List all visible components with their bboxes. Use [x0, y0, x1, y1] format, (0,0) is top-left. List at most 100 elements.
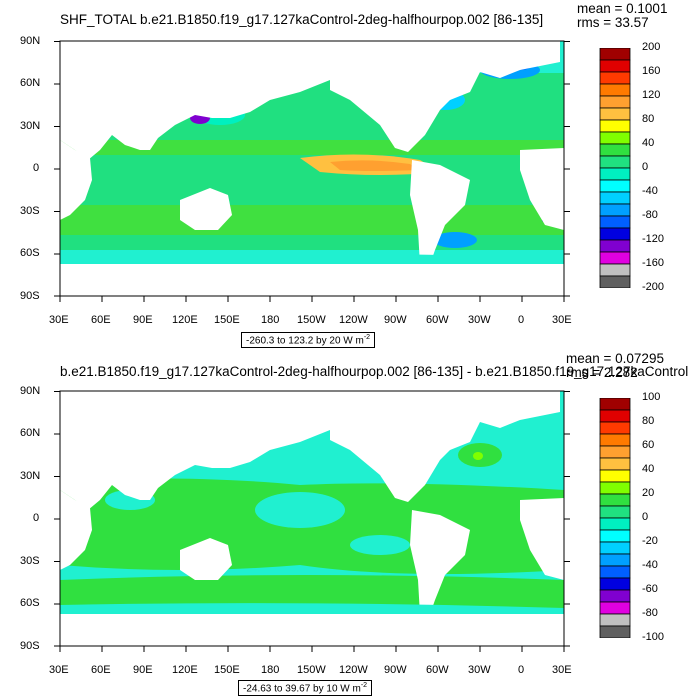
colorbar-label: 40	[642, 463, 655, 475]
panel1-lon-label: 30W	[468, 314, 491, 326]
colorbar-swatch	[599, 493, 631, 507]
colorbar-swatch	[599, 577, 631, 591]
colorbar-swatch	[599, 481, 631, 495]
panel2-lon-label: 30E	[552, 664, 572, 676]
panel2-lon-label: 150W	[297, 664, 326, 676]
panel2-lon-label: 120W	[339, 664, 368, 676]
panel2-map	[54, 390, 570, 652]
colorbar-swatch	[599, 613, 631, 627]
panel1-colorbar	[599, 48, 631, 288]
colorbar-swatch	[599, 541, 631, 555]
panel2-lon-label: 0	[518, 664, 525, 676]
land-s-america	[410, 160, 470, 270]
panel2-lat-label: 30S	[20, 555, 40, 567]
colorbar-swatch	[599, 263, 631, 277]
colorbar-swatch	[599, 469, 631, 483]
colorbar-swatch	[599, 119, 631, 133]
colorbar-label: -120	[642, 233, 665, 245]
colorbar-label: -40	[642, 559, 658, 571]
colorbar-label: -20	[642, 535, 658, 547]
panel1-lon-label: 90W	[384, 314, 407, 326]
colorbar-swatch	[599, 421, 631, 435]
panel2-lon-label: 60W	[426, 664, 449, 676]
colorbar-label: 80	[642, 415, 655, 427]
panel2-lat-label: 60S	[20, 597, 40, 609]
colorbar-swatch	[599, 398, 631, 411]
panel2-lon-label: 30W	[468, 664, 491, 676]
colorbar-swatch	[599, 409, 631, 423]
land-africa-right	[520, 148, 564, 230]
land-antarctica	[60, 262, 564, 296]
colorbar-swatch	[599, 227, 631, 241]
panel1-lat-label: 90N	[20, 35, 41, 47]
panel2-lon-label: 90W	[384, 664, 407, 676]
panel2-lat-label: 60N	[20, 427, 41, 439]
colorbar-label: 20	[642, 487, 655, 499]
colorbar-label: -200	[642, 281, 665, 293]
colorbar-label: 160	[642, 65, 661, 77]
colorbar-swatch	[599, 83, 631, 97]
colorbar-swatch	[599, 131, 631, 145]
colorbar-swatch	[599, 95, 631, 109]
colorbar-label: -80	[642, 607, 658, 619]
panel1-lat-label: 30N	[20, 120, 41, 132]
panel1-map	[54, 40, 570, 302]
panel2-range-box: -24.63 to 39.67 by 10 W m-2	[238, 680, 373, 697]
land-n-america	[330, 60, 470, 152]
panel2-lon-label: 60E	[91, 664, 111, 676]
panel1-rms: rms = 33.57	[577, 15, 649, 30]
panel1-lon-label: 90E	[133, 314, 153, 326]
panel1-lon-label: 120E	[172, 314, 198, 326]
panel2-range-exp: -2	[360, 682, 368, 689]
panel1-range-text: -260.3 to 123.2 by 20 W m	[246, 335, 364, 347]
colorbar-label: 0	[642, 511, 649, 523]
panel2-lon-label: 90E	[133, 664, 153, 676]
colorbar-label: -40	[642, 185, 658, 197]
colorbar-label: 80	[642, 113, 655, 125]
panel2-lat-label: 0	[33, 512, 40, 524]
panel1-lat-label: 30S	[20, 205, 40, 217]
colorbar-swatch	[599, 48, 631, 61]
panel2-mean: mean = 0.07295	[566, 351, 664, 366]
panel2-lon-label: 30E	[49, 664, 69, 676]
panel1-lat-label: 60N	[20, 77, 41, 89]
panel1-lon-label: 30E	[552, 314, 572, 326]
panel2-colorbar	[599, 398, 631, 638]
colorbar-swatch	[599, 179, 631, 193]
colorbar-swatch	[599, 565, 631, 579]
colorbar-swatch	[599, 59, 631, 73]
panel1-lon-label: 60W	[426, 314, 449, 326]
colorbar-swatch	[599, 203, 631, 217]
colorbar-label: -60	[642, 583, 658, 595]
panel1-lon-label: 150E	[214, 314, 240, 326]
panel2-lon-label: 180	[261, 664, 280, 676]
colorbar-swatch	[599, 71, 631, 85]
panel2-title: b.e21.B1850.f19_g17.127kaControl-2deg-ha…	[60, 364, 689, 379]
colorbar-label: 120	[642, 89, 661, 101]
panel1-lat-label: 60S	[20, 247, 40, 259]
colorbar-swatch	[599, 433, 631, 447]
colorbar-label: -100	[642, 631, 665, 643]
land-greenland	[470, 45, 530, 75]
colorbar-label: -160	[642, 257, 665, 269]
panel2-lon-label: 120E	[172, 664, 198, 676]
colorbar-swatch	[599, 553, 631, 567]
colorbar-swatch	[599, 167, 631, 181]
panel1-lon-label: 180	[261, 314, 280, 326]
colorbar-swatch	[599, 107, 631, 121]
panel1-lat-label: 90S	[20, 290, 40, 302]
colorbar-swatch	[599, 601, 631, 615]
panel1-lon-label: 120W	[339, 314, 368, 326]
colorbar-swatch	[599, 589, 631, 603]
colorbar-swatch	[599, 529, 631, 543]
panel2-lat-label: 90S	[20, 640, 40, 652]
panel2-lat-label: 30N	[20, 470, 41, 482]
colorbar-swatch	[599, 155, 631, 169]
panel2-lon-label: 150E	[214, 664, 240, 676]
panel1-lon-label: 60E	[91, 314, 111, 326]
panel2-lat-label: 90N	[20, 385, 41, 397]
panel1-lon-label: 30E	[49, 314, 69, 326]
colorbar-label: 40	[642, 137, 655, 149]
colorbar-swatch	[599, 239, 631, 253]
colorbar-swatch	[599, 191, 631, 205]
